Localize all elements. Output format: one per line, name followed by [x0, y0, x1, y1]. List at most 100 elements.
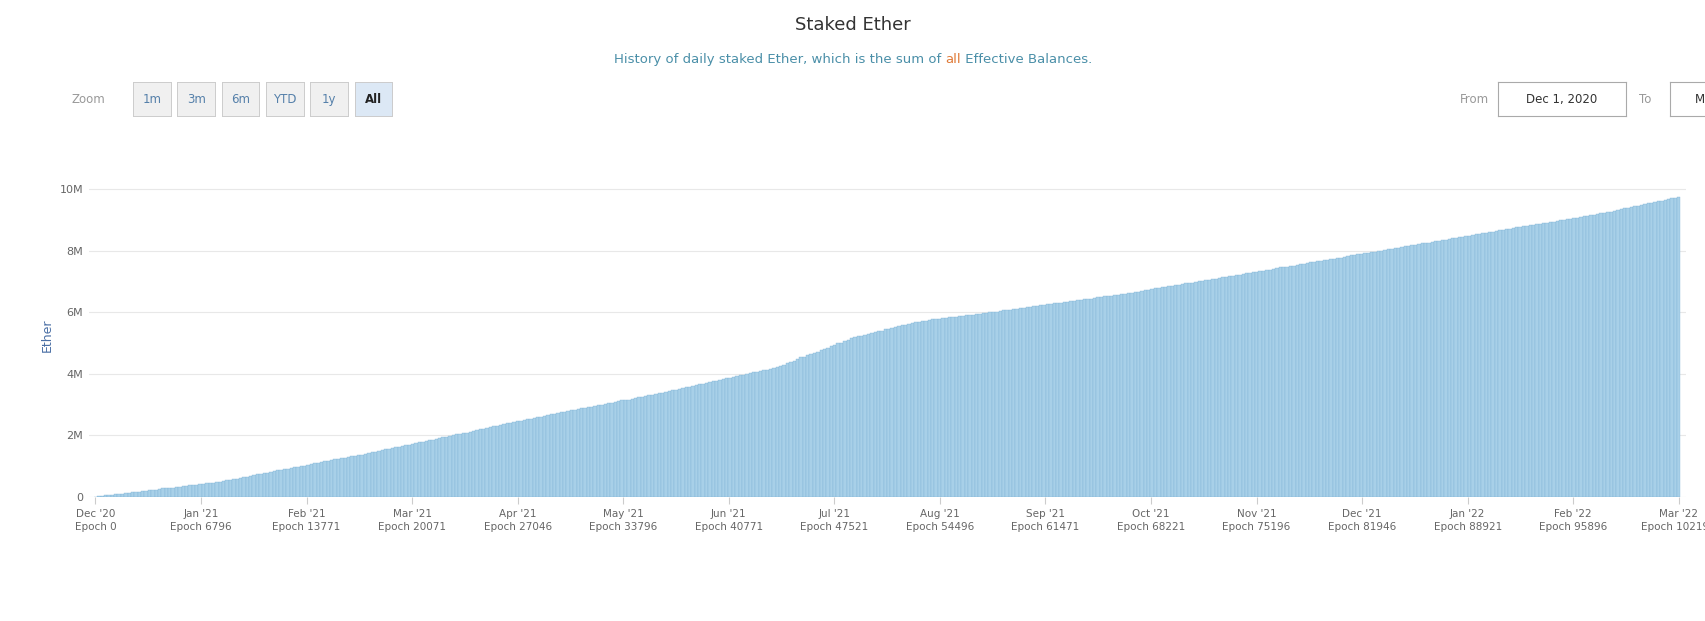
Bar [462, 433, 465, 497]
Bar [762, 370, 766, 497]
Bar [725, 378, 728, 497]
Bar [1659, 201, 1662, 497]
Bar [1541, 224, 1545, 497]
Bar [1224, 277, 1228, 497]
Bar [508, 423, 512, 497]
Bar [1424, 243, 1427, 497]
Bar [873, 332, 876, 497]
Bar [941, 318, 945, 497]
Bar [1500, 230, 1504, 497]
Bar [1645, 203, 1649, 497]
Bar [1528, 225, 1531, 497]
Bar [107, 495, 111, 497]
Bar [1586, 216, 1589, 497]
Bar [343, 458, 346, 497]
Bar [663, 392, 667, 497]
Bar [1045, 304, 1049, 497]
Bar [1379, 251, 1383, 497]
Bar [425, 441, 428, 497]
Bar [1456, 237, 1459, 497]
Bar [266, 473, 269, 497]
Bar [1359, 254, 1362, 497]
Bar [779, 366, 783, 497]
Bar [198, 484, 201, 497]
Y-axis label: Ether: Ether [41, 319, 55, 352]
Bar [1107, 296, 1110, 497]
Bar [1132, 292, 1136, 497]
Bar [276, 471, 280, 497]
Bar [1625, 208, 1628, 497]
Bar [1437, 241, 1441, 497]
Bar [742, 374, 745, 497]
Bar [131, 492, 135, 497]
Bar [818, 350, 822, 497]
Bar [1211, 279, 1214, 497]
Bar [1345, 256, 1349, 497]
Bar [1490, 232, 1494, 497]
Bar [1308, 263, 1311, 497]
Bar [324, 461, 327, 497]
Bar [438, 438, 442, 497]
Bar [407, 445, 411, 497]
Text: Effective Balances.: Effective Balances. [960, 53, 1091, 66]
Bar [1589, 215, 1592, 497]
Bar [914, 322, 917, 497]
Bar [1558, 220, 1562, 497]
Bar [1163, 287, 1166, 497]
Bar [208, 483, 211, 497]
Bar [1146, 289, 1149, 497]
Text: All: All [365, 93, 382, 106]
Bar [174, 487, 177, 497]
Bar [1366, 253, 1369, 497]
Bar [448, 436, 452, 497]
Bar [803, 356, 806, 497]
Bar [793, 361, 796, 497]
Bar [1669, 198, 1673, 497]
Bar [1021, 308, 1025, 497]
Bar [235, 479, 239, 497]
Bar [1086, 299, 1089, 497]
Bar [1318, 261, 1321, 497]
Bar [194, 484, 198, 497]
Bar [1628, 207, 1632, 497]
Bar [1197, 281, 1200, 497]
Bar [1604, 212, 1608, 497]
Bar [215, 482, 218, 497]
Bar [1632, 206, 1635, 497]
Bar [1315, 261, 1318, 497]
Bar [994, 312, 997, 497]
Bar [512, 422, 515, 497]
Bar [177, 486, 181, 497]
Bar [1652, 202, 1656, 497]
Bar [145, 491, 148, 497]
Bar [984, 313, 987, 497]
Bar [1477, 233, 1480, 497]
Bar [465, 432, 469, 497]
Bar [1555, 221, 1558, 497]
Bar [670, 391, 673, 497]
Bar [822, 349, 825, 497]
Bar [1110, 296, 1113, 497]
Bar [1170, 286, 1173, 497]
Bar [411, 444, 414, 497]
Bar [1156, 288, 1159, 497]
Text: Zoom: Zoom [72, 93, 106, 106]
Bar [1396, 248, 1400, 497]
Bar [580, 409, 583, 497]
Bar [1066, 302, 1069, 497]
Bar [1621, 209, 1625, 497]
Bar [1575, 217, 1579, 497]
Bar [1400, 247, 1403, 497]
Bar [745, 374, 748, 497]
Bar [1287, 266, 1291, 497]
Bar [1069, 301, 1072, 497]
Bar [336, 459, 339, 497]
Bar [1427, 243, 1430, 497]
Bar [118, 494, 121, 497]
Bar [970, 315, 974, 497]
Bar [1166, 286, 1170, 497]
Bar [731, 377, 735, 497]
Bar [617, 401, 621, 497]
Bar [697, 384, 701, 497]
Text: 3m: 3m [186, 93, 206, 106]
